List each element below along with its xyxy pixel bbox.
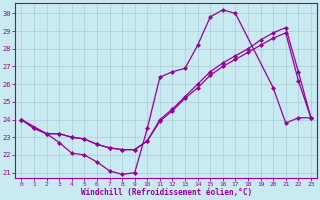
X-axis label: Windchill (Refroidissement éolien,°C): Windchill (Refroidissement éolien,°C) [81,188,252,197]
